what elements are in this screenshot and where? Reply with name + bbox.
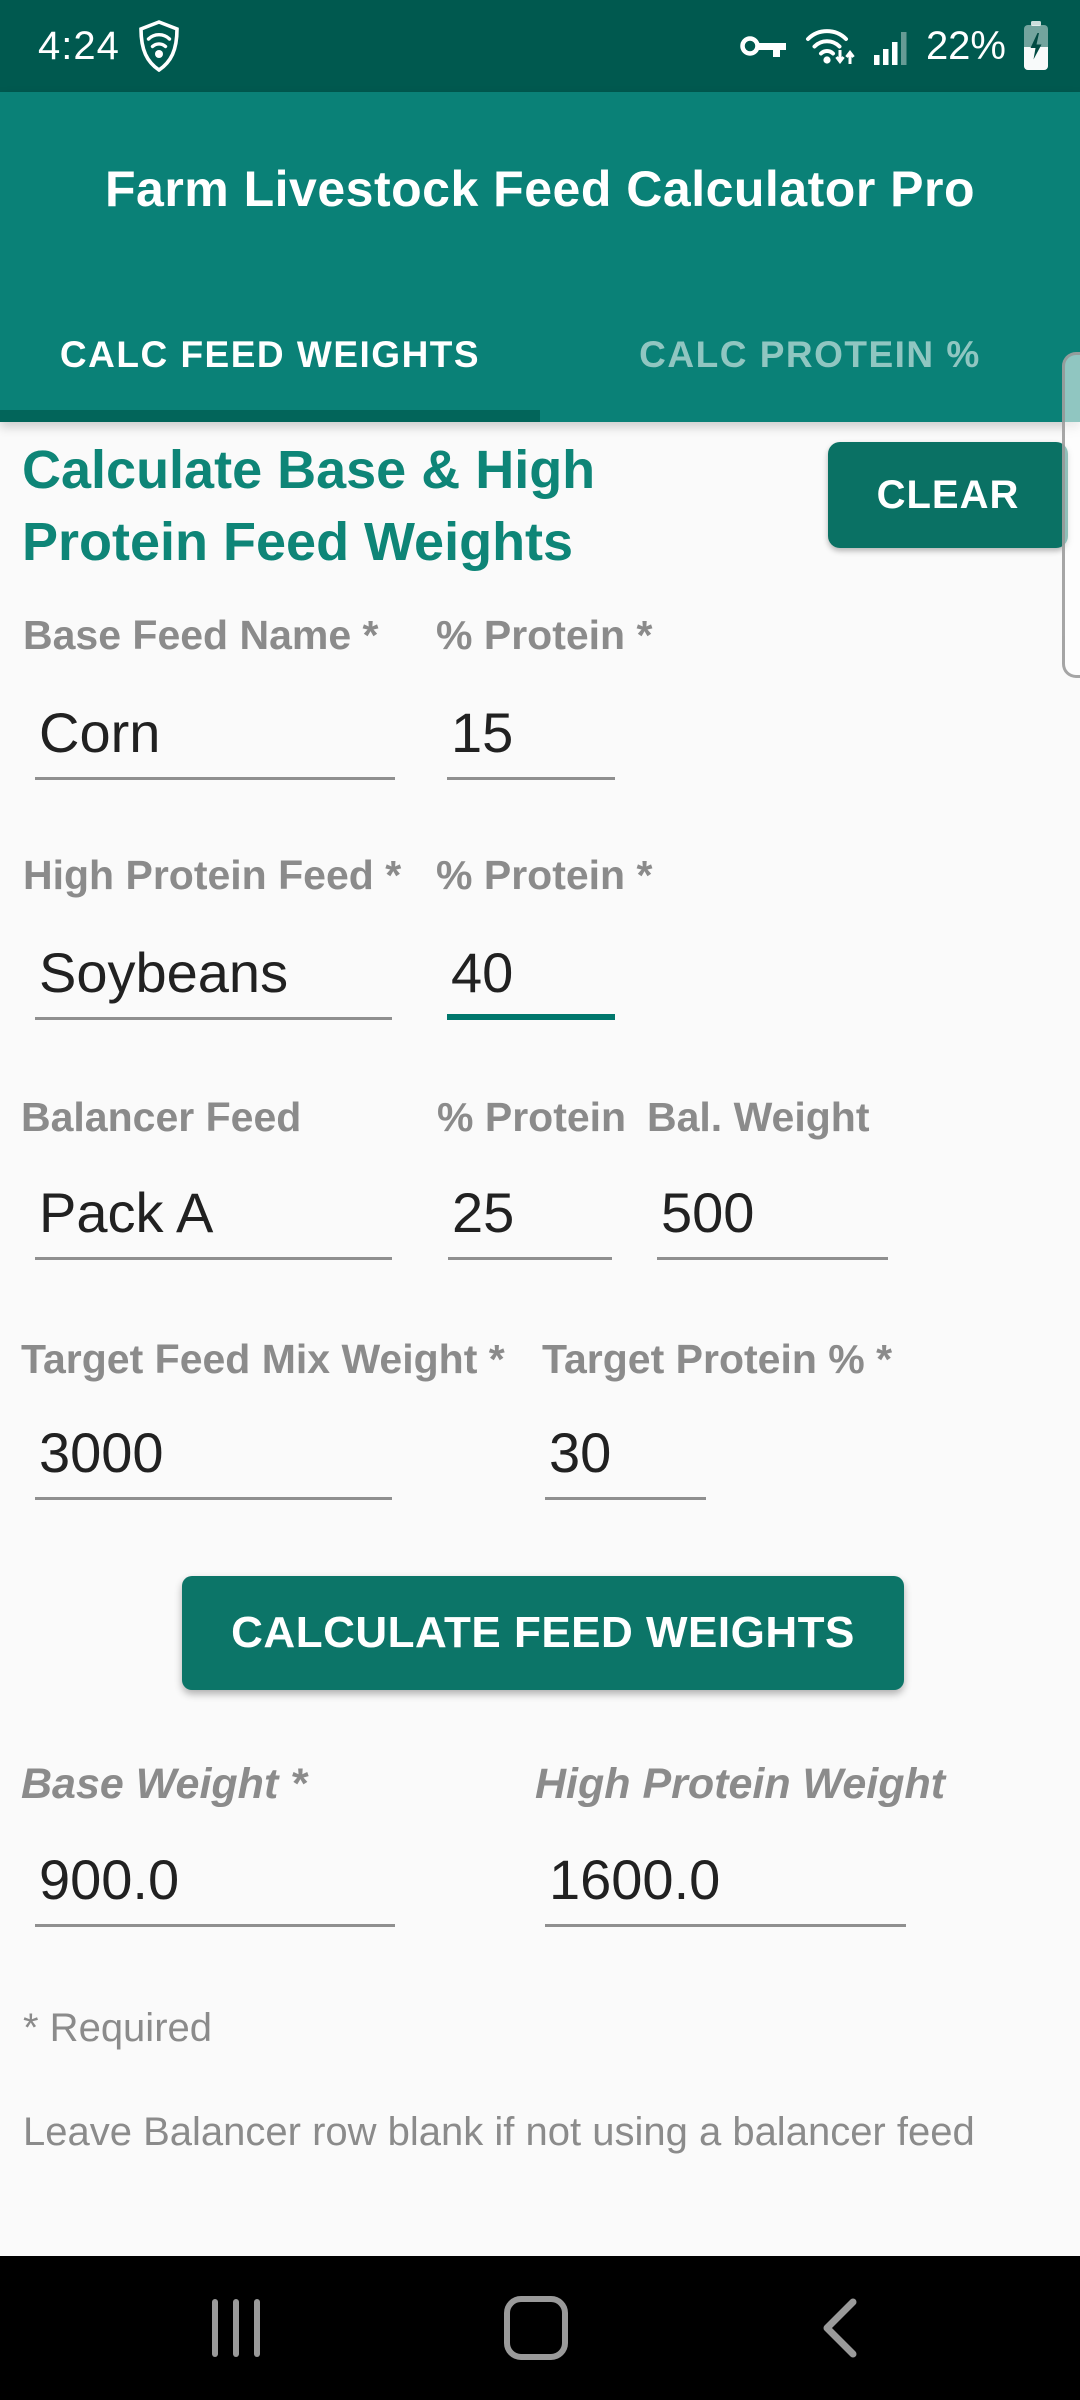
required-note: * Required	[23, 2006, 213, 2050]
shield-wifi-icon	[136, 20, 182, 72]
page-title: Farm Livestock Feed Calculator Pro	[104, 161, 976, 217]
section-heading: Calculate Base & High Protein Feed Weigh…	[22, 440, 596, 572]
status-bar-right: 22%	[740, 21, 1050, 71]
battery-charging-icon	[1022, 21, 1050, 71]
high-protein-pct-input[interactable]: 40	[447, 924, 615, 1020]
balancer-weight-input[interactable]: 500	[657, 1164, 888, 1260]
result-high-weight-value: 1600.0	[549, 1848, 721, 1911]
app-bar: Farm Livestock Feed Calculator Pro CALC …	[0, 92, 1080, 422]
target-mix-weight-label: Target Feed Mix Weight *	[21, 1336, 505, 1382]
tab-bar: CALC FEED WEIGHTS CALC PROTEIN %	[0, 300, 1080, 410]
result-high-weight-field[interactable]: 1600.0	[545, 1831, 906, 1927]
base-protein-input[interactable]: 15	[447, 684, 615, 780]
status-bar-left: 4:24	[38, 20, 182, 72]
back-icon[interactable]	[804, 2256, 876, 2400]
wifi-arrows-icon	[804, 24, 856, 68]
balancer-feed-label: Balancer Feed	[21, 1094, 302, 1140]
balancer-weight-label: Bal. Weight	[647, 1094, 870, 1140]
tab-calc-feed-weights[interactable]: CALC FEED WEIGHTS	[59, 334, 481, 375]
battery-percent-text: 22%	[925, 23, 1006, 68]
home-icon[interactable]	[500, 2256, 572, 2400]
high-protein-pct-label: % Protein *	[436, 852, 653, 898]
high-protein-feed-label: High Protein Feed *	[23, 852, 402, 898]
result-high-weight-label: High Protein Weight	[535, 1760, 946, 1808]
high-protein-feed-value: Soybeans	[39, 941, 289, 1004]
balancer-feed-value: Pack A	[39, 1181, 214, 1244]
vpn-key-icon	[740, 30, 788, 62]
balancer-note: Leave Balancer row blank if not using a …	[23, 2110, 975, 2154]
navigation-bar	[0, 2256, 1080, 2400]
balancer-protein-value: 25	[452, 1181, 515, 1244]
balancer-protein-label: % Protein	[437, 1094, 627, 1140]
scrollbar-thumb[interactable]	[1062, 352, 1080, 678]
status-bar: 4:24	[0, 0, 1080, 92]
base-feed-name-input[interactable]: Corn	[35, 684, 395, 780]
status-time: 4:24	[38, 23, 120, 68]
base-protein-value: 15	[451, 701, 514, 764]
recents-icon[interactable]	[200, 2256, 272, 2400]
high-protein-feed-input[interactable]: Soybeans	[35, 924, 392, 1020]
base-feed-name-label: Base Feed Name *	[23, 612, 379, 658]
balancer-protein-input[interactable]: 25	[448, 1164, 612, 1260]
result-base-weight-label: Base Weight *	[21, 1760, 307, 1808]
target-protein-value: 30	[549, 1421, 612, 1484]
calculate-button[interactable]: CALCULATE FEED WEIGHTS	[182, 1576, 904, 1690]
base-feed-name-value: Corn	[39, 701, 161, 764]
balancer-feed-input[interactable]: Pack A	[35, 1164, 392, 1260]
result-base-weight-value: 900.0	[39, 1848, 180, 1911]
target-protein-label: Target Protein % *	[542, 1336, 893, 1382]
tab-calc-protein-percent[interactable]: CALC PROTEIN %	[639, 334, 981, 375]
high-protein-pct-value: 40	[451, 941, 514, 1004]
clear-button[interactable]: CLEAR	[828, 442, 1068, 548]
active-tab-indicator	[0, 410, 540, 422]
balancer-weight-value: 500	[661, 1181, 755, 1244]
signal-strength-icon	[872, 25, 910, 67]
result-base-weight-field[interactable]: 900.0	[35, 1831, 395, 1927]
target-protein-input[interactable]: 30	[545, 1404, 706, 1500]
target-mix-weight-input[interactable]: 3000	[35, 1404, 392, 1500]
base-protein-label: % Protein *	[436, 612, 653, 658]
target-mix-weight-value: 3000	[39, 1421, 164, 1484]
